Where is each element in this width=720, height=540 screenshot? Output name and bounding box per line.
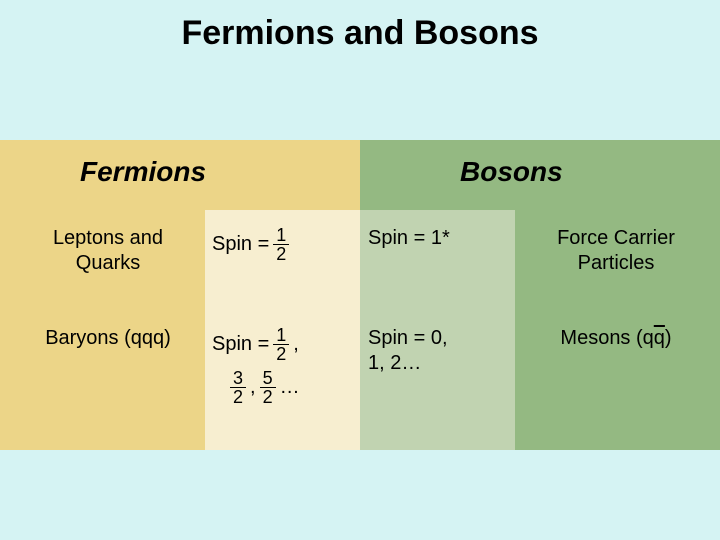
fermion-spin-r1: Spin = 12	[212, 226, 352, 263]
page-title: Fermions and Bosons	[0, 0, 720, 53]
text-part: )	[665, 327, 672, 349]
text-line: Particles	[578, 252, 655, 274]
boson-spin-r1: Spin = 1*	[368, 226, 508, 251]
spin-prefix: Spin =	[212, 332, 269, 357]
text-line: Force Carrier	[557, 227, 675, 249]
boson-spin-r2: Spin = 0,1, 2…	[368, 326, 508, 376]
bosons-header: Bosons	[460, 156, 563, 188]
comparison-chart: Fermions Bosons Leptons and Quarks Spin …	[0, 140, 720, 450]
fraction: 52	[260, 369, 276, 406]
fraction: 12	[273, 326, 289, 363]
text-line: Quarks	[76, 252, 140, 274]
fermion-spin-r2: Spin = 12, 32, 52 …	[212, 326, 352, 406]
baryons-label: Baryons (qqq)	[18, 326, 198, 351]
spin-prefix: Spin =	[212, 232, 269, 257]
fraction: 32	[230, 369, 246, 406]
text-line: Baryons (qqq)	[45, 327, 171, 349]
text-line: Leptons and	[53, 227, 163, 249]
fraction: 12	[273, 226, 289, 263]
ellipsis: …	[280, 375, 300, 400]
q-bar: q	[654, 327, 665, 349]
leptons-quarks-label: Leptons and Quarks	[18, 226, 198, 276]
fermions-header: Fermions	[80, 156, 206, 188]
text-part: Mesons (q	[560, 327, 653, 349]
force-carrier-label: Force Carrier Particles	[522, 226, 710, 276]
mesons-label: Mesons (qq)	[522, 326, 710, 351]
